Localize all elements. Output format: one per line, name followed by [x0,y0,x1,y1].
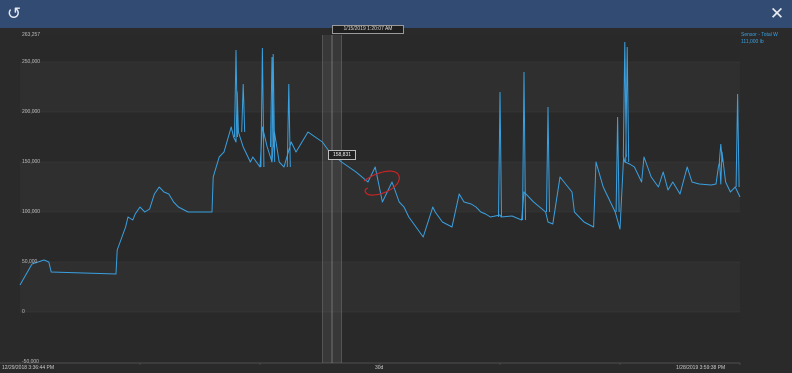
grid-band [20,312,740,362]
data-spike [615,116,620,213]
grid-band [20,112,740,162]
y-tick-label: -50,000 [22,359,39,365]
x-tick-label: 1/28/2019 3:59:38 PM [676,365,726,371]
legend: Sensor - Total W 111,000 lb [741,32,792,46]
data-spike [286,83,291,168]
legend-series-value: 111,000 lb [741,39,764,45]
x-tick-label: 30d [375,365,384,371]
grid-band [20,212,740,262]
grid-band [20,262,740,312]
grid-band [20,35,740,62]
y-tick-label: 150,000 [22,159,41,165]
cursor-time-label: 1/15/2019 1:20:07 AM [332,25,404,34]
data-spike [718,143,723,163]
data-spike [270,56,274,148]
trend-chart-svg[interactable] [0,28,792,373]
data-spike [271,53,276,163]
cursor-value-label: 158,831 [328,150,356,160]
grid-band [20,162,740,212]
y-tick-label: 250,000 [22,59,41,65]
y-tick-label: 100,000 [22,209,41,215]
trend-chart[interactable] [0,28,792,373]
data-spike [546,106,550,213]
data-spike [241,83,246,133]
title-bar: ↺ ✕ [0,0,792,28]
data-spike [625,46,630,163]
data-spike [260,47,265,168]
data-series-line [19,91,741,286]
data-spike [498,91,502,218]
y-tick-label: 200,000 [22,109,41,115]
legend-series-name: Sensor - Total W [741,32,778,38]
annotation-circle [363,170,400,196]
close-icon[interactable]: ✕ [769,4,785,23]
y-tick-label: 50,000 [22,259,38,265]
grid-band [20,62,740,112]
data-spike [522,71,526,221]
y-tick-label: 0 [22,309,25,315]
x-tick-label: 12/29/2018 3:36:44 PM [2,365,54,371]
data-spike [234,49,238,138]
y-tick-label: 263,257 [22,32,41,38]
data-spike [735,93,740,188]
refresh-icon[interactable]: ↺ [6,4,22,23]
